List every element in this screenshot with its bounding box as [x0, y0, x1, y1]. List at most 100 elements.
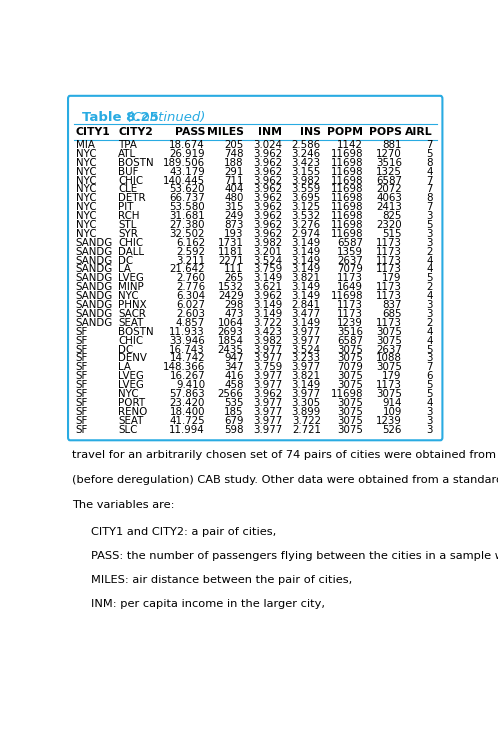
Text: 3.246: 3.246: [292, 149, 321, 159]
Text: SEAT: SEAT: [118, 318, 143, 328]
Text: 3.149: 3.149: [253, 309, 282, 319]
Text: LVEG: LVEG: [118, 273, 144, 284]
Text: 473: 473: [224, 309, 244, 319]
Text: 3.149: 3.149: [253, 273, 282, 284]
Text: 6.304: 6.304: [176, 291, 205, 301]
Text: 3.821: 3.821: [292, 371, 321, 381]
Text: 33.946: 33.946: [169, 335, 205, 346]
Text: 1173: 1173: [337, 273, 363, 284]
Text: LA: LA: [118, 265, 131, 274]
Text: 193: 193: [224, 229, 244, 239]
Text: 535: 535: [224, 398, 244, 408]
Text: NYC: NYC: [118, 389, 139, 399]
Text: 526: 526: [382, 425, 402, 435]
Text: 3.977: 3.977: [292, 335, 321, 346]
Text: 1173: 1173: [376, 282, 402, 293]
Text: DALL: DALL: [118, 247, 144, 256]
Text: SF: SF: [76, 344, 88, 354]
Text: 53.580: 53.580: [169, 202, 205, 212]
Text: 3075: 3075: [376, 363, 402, 372]
Text: 7: 7: [426, 202, 433, 212]
Text: (Continued): (Continued): [123, 111, 206, 124]
Text: NYC: NYC: [76, 175, 96, 186]
Text: 16.267: 16.267: [169, 371, 205, 381]
Text: STL: STL: [118, 220, 136, 230]
Text: 3.982: 3.982: [253, 238, 282, 248]
Text: 1173: 1173: [376, 380, 402, 390]
Text: 2: 2: [426, 282, 433, 293]
Text: 16.743: 16.743: [169, 344, 205, 354]
Text: 6587: 6587: [337, 238, 363, 248]
Text: 185: 185: [224, 407, 244, 416]
Text: 5: 5: [426, 389, 433, 399]
Text: 515: 515: [382, 229, 402, 239]
Text: The variables are:: The variables are:: [72, 500, 174, 510]
Text: 4.857: 4.857: [176, 318, 205, 328]
Text: 3.982: 3.982: [292, 175, 321, 186]
Text: 458: 458: [224, 380, 244, 390]
Text: 11698: 11698: [331, 291, 363, 301]
Text: 947: 947: [224, 354, 244, 363]
Text: SANDG: SANDG: [76, 238, 113, 248]
Text: 2.841: 2.841: [292, 300, 321, 310]
Text: 3.962: 3.962: [253, 175, 282, 186]
Text: 1173: 1173: [337, 300, 363, 310]
Text: 7: 7: [426, 140, 433, 150]
Text: 6.162: 6.162: [176, 238, 205, 248]
Text: 3.977: 3.977: [253, 398, 282, 408]
Text: 1173: 1173: [376, 256, 402, 265]
Text: 2435: 2435: [218, 344, 244, 354]
Text: 3.024: 3.024: [253, 140, 282, 150]
Text: RCH: RCH: [118, 212, 140, 221]
Text: 873: 873: [224, 220, 244, 230]
Text: 179: 179: [382, 273, 402, 284]
Text: 1270: 1270: [376, 149, 402, 159]
Text: 43.179: 43.179: [169, 167, 205, 177]
Text: INS: INS: [300, 127, 321, 137]
Text: 7: 7: [426, 363, 433, 372]
Text: 1064: 1064: [218, 318, 244, 328]
Text: 8: 8: [426, 158, 433, 168]
Text: 825: 825: [382, 212, 402, 221]
Text: DC: DC: [118, 256, 133, 265]
Text: SF: SF: [76, 416, 88, 426]
Text: 57.863: 57.863: [169, 389, 205, 399]
Text: 3075: 3075: [338, 407, 363, 416]
Text: 5: 5: [426, 273, 433, 284]
Text: NYC: NYC: [76, 212, 96, 221]
Text: 3: 3: [426, 229, 433, 239]
Text: AIRL: AIRL: [405, 127, 433, 137]
Text: CITY2: CITY2: [118, 127, 153, 137]
Text: SEAT: SEAT: [118, 416, 143, 426]
Text: 109: 109: [382, 407, 402, 416]
Text: DC: DC: [118, 344, 133, 354]
Text: SYR: SYR: [118, 229, 138, 239]
Text: 8: 8: [426, 193, 433, 203]
Text: 3.962: 3.962: [253, 149, 282, 159]
Text: SANDG: SANDG: [76, 291, 113, 301]
Text: 3075: 3075: [338, 398, 363, 408]
Text: 3.962: 3.962: [253, 229, 282, 239]
Text: DENV: DENV: [118, 354, 147, 363]
Text: 3.559: 3.559: [292, 184, 321, 195]
Text: 2.721: 2.721: [292, 425, 321, 435]
Text: 6587: 6587: [337, 335, 363, 346]
Text: 748: 748: [224, 149, 244, 159]
Text: SANDG: SANDG: [76, 247, 113, 256]
Text: 3.962: 3.962: [253, 184, 282, 195]
Text: 189.506: 189.506: [163, 158, 205, 168]
Text: 2693: 2693: [218, 326, 244, 337]
Text: 4: 4: [426, 398, 433, 408]
Text: 3.149: 3.149: [253, 300, 282, 310]
Text: 5: 5: [426, 380, 433, 390]
Text: LA: LA: [118, 363, 131, 372]
Text: 2637: 2637: [376, 344, 402, 354]
Text: 3.423: 3.423: [292, 158, 321, 168]
Text: 1359: 1359: [337, 247, 363, 256]
Text: 298: 298: [224, 300, 244, 310]
Text: PORT: PORT: [118, 398, 145, 408]
Text: 4: 4: [426, 335, 433, 346]
Text: 711: 711: [224, 175, 244, 186]
Text: 11698: 11698: [331, 158, 363, 168]
Text: 11698: 11698: [331, 149, 363, 159]
